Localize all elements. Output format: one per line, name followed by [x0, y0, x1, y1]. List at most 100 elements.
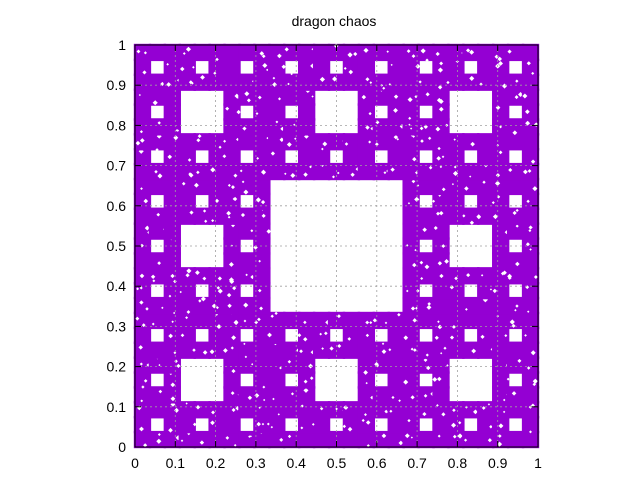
data-point-cluster — [223, 371, 241, 389]
data-point-cluster — [208, 341, 226, 359]
point-gap — [168, 427, 173, 433]
point-gap — [303, 337, 308, 342]
data-point-cluster — [148, 356, 167, 374]
data-point-cluster — [417, 133, 435, 151]
data-point-cluster — [432, 296, 450, 315]
point-gap — [451, 325, 456, 329]
data-point-cluster — [357, 162, 376, 181]
data-point-cluster — [208, 282, 226, 300]
data-point-cluster — [268, 58, 286, 76]
data-point-cluster — [223, 326, 241, 344]
data-point-cluster — [208, 148, 226, 166]
point-gap — [415, 306, 419, 310]
data-point-cluster — [387, 416, 405, 434]
data-point-cluster — [447, 267, 465, 285]
data-point-cluster — [447, 401, 465, 419]
point-gap — [261, 54, 266, 59]
data-point-cluster — [148, 73, 167, 91]
data-point-cluster — [208, 73, 226, 91]
data-point-cluster — [462, 162, 480, 181]
point-gap — [321, 347, 324, 350]
data-point-cluster — [387, 386, 405, 404]
point-gap — [498, 150, 503, 155]
data-point-cluster — [477, 162, 495, 181]
data-point-cluster — [297, 416, 316, 434]
point-gap — [242, 126, 247, 131]
data-point-cluster — [402, 326, 420, 344]
point-gap — [270, 314, 274, 318]
data-point-cluster — [506, 386, 525, 404]
data-point-cluster — [238, 118, 256, 136]
data-point-cluster — [312, 133, 331, 151]
point-gap — [420, 139, 424, 143]
point-gap — [181, 181, 186, 186]
data-point-cluster — [223, 267, 241, 285]
data-point-cluster — [133, 162, 152, 181]
data-point-cluster — [133, 43, 152, 62]
data-point-cluster — [223, 192, 241, 210]
point-gap — [266, 229, 272, 234]
data-point-cluster — [357, 356, 376, 374]
point-gap — [180, 66, 185, 72]
data-point-cluster — [133, 177, 152, 196]
data-point-cluster — [342, 416, 361, 434]
point-gap — [176, 363, 181, 368]
data-point-cluster — [148, 430, 167, 449]
data-point-cluster — [447, 207, 465, 225]
point-gap — [524, 334, 527, 337]
point-gap — [386, 50, 389, 53]
data-point-cluster — [193, 341, 211, 359]
data-point-cluster — [283, 88, 301, 106]
point-gap — [404, 433, 410, 439]
data-point-cluster — [402, 133, 420, 151]
point-gap — [290, 173, 296, 178]
data-point-cluster — [163, 386, 181, 404]
data-point-cluster — [268, 162, 286, 181]
data-point-cluster — [193, 73, 211, 91]
data-point-cluster — [521, 43, 540, 62]
data-point-cluster — [268, 133, 286, 151]
data-point-cluster — [163, 282, 181, 300]
data-point-cluster — [462, 311, 480, 330]
data-point-cluster — [402, 416, 420, 434]
point-gap — [361, 418, 365, 423]
data-point-cluster — [447, 148, 465, 166]
data-point-cluster — [223, 133, 241, 151]
data-point-cluster — [372, 386, 390, 404]
data-point-cluster — [208, 416, 226, 434]
data-point-cluster — [253, 416, 271, 434]
data-point-cluster — [223, 118, 241, 136]
data-point-cluster — [268, 416, 286, 434]
data-point-cluster — [477, 43, 495, 62]
point-gap — [343, 405, 349, 410]
data-point-cluster — [506, 133, 525, 151]
data-point-cluster — [387, 162, 405, 181]
data-point-cluster — [492, 356, 510, 374]
data-point-cluster — [387, 133, 405, 151]
data-point-cluster — [506, 43, 525, 62]
data-point-cluster — [133, 73, 152, 91]
data-point-cluster — [268, 118, 286, 136]
data-point-cluster — [178, 341, 196, 359]
data-point-cluster — [357, 311, 376, 330]
data-point-cluster — [402, 386, 420, 404]
data-point-cluster — [357, 371, 376, 389]
data-point-cluster — [253, 311, 271, 330]
data-point-cluster — [133, 88, 152, 106]
point-gap — [350, 172, 355, 177]
point-gap — [426, 304, 432, 310]
data-point-cluster — [372, 341, 390, 359]
data-point-cluster — [283, 401, 301, 419]
data-point-cluster — [327, 430, 346, 449]
point-gap — [530, 159, 536, 164]
data-point-cluster — [253, 401, 271, 419]
point-gap — [192, 422, 197, 427]
point-gap — [156, 438, 162, 444]
point-gap — [423, 394, 428, 398]
data-point-cluster — [148, 133, 167, 151]
y-tick-label: 0.5 — [107, 238, 127, 254]
data-point-cluster — [297, 133, 316, 151]
data-point-cluster — [268, 341, 286, 359]
point-gap — [167, 154, 173, 160]
point-gap — [135, 316, 140, 321]
